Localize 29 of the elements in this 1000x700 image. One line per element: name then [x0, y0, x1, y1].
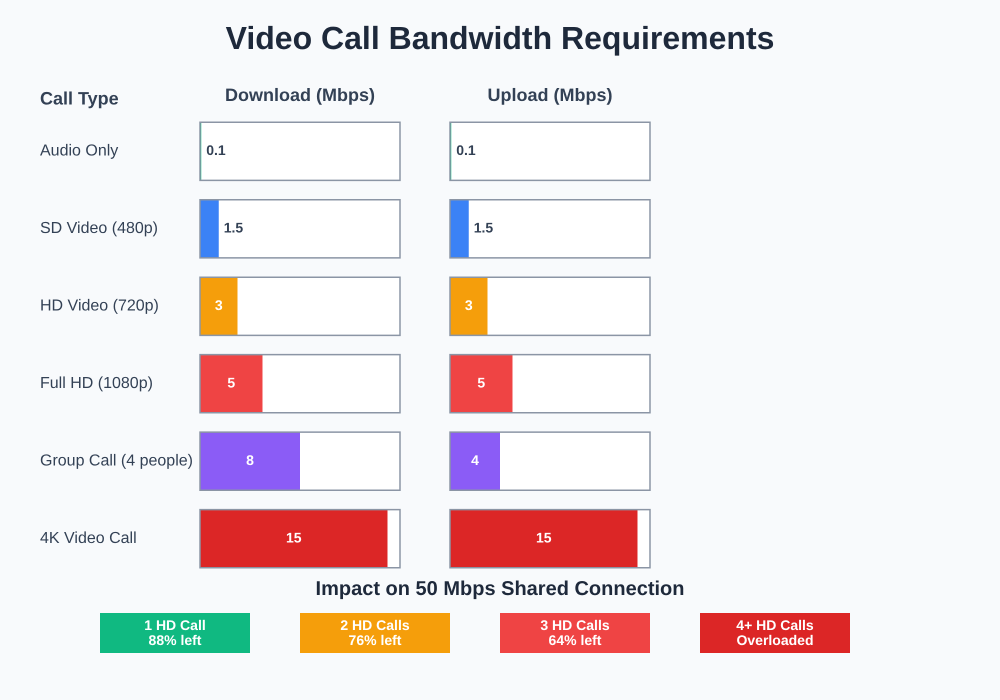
status-card: 1 HD Call 88% left — [100, 613, 250, 653]
y-tick-label: Group Call (4 people) — [40, 452, 193, 470]
data-label: 5 — [227, 374, 236, 391]
y-tick-label: 4K Video Call — [40, 530, 137, 548]
data-label: 4 — [471, 452, 480, 468]
x-axis-title: Upload (Mbps) — [488, 84, 612, 105]
data-label: 5 — [477, 374, 486, 391]
data-label: 15 — [286, 530, 302, 546]
y-tick-label: Full HD (1080p) — [40, 375, 153, 392]
data-label: 3 — [464, 297, 473, 314]
data-label: 0.1 — [206, 142, 226, 158]
data-label: 8 — [246, 452, 254, 468]
text: Video Call Bandwidth Requirements — [224, 20, 776, 57]
status-card: 2 HD Calls 76% left — [300, 613, 450, 653]
data-label: 1.5 — [224, 220, 244, 236]
data-label: 3 — [214, 297, 223, 314]
x-axis-title: Download (Mbps) — [225, 84, 375, 105]
status-card: 3 HD Calls 64% left — [500, 613, 650, 653]
text: Impact on 50 Mbps Shared Connection — [314, 578, 686, 601]
y-axis-title: Call Type — [40, 88, 119, 109]
status-card: 4+ HD Calls Overloaded — [700, 613, 850, 653]
bar — [450, 277, 488, 336]
y-tick-label: Audio Only — [40, 142, 118, 160]
data-label: 0.1 — [456, 142, 476, 158]
y-tick-label: SD Video (480p) — [40, 220, 158, 238]
data-label: 1.5 — [474, 220, 494, 236]
bar — [200, 277, 238, 336]
data-label: 15 — [536, 530, 552, 546]
y-tick-label: HD Video (720p) — [40, 298, 159, 315]
